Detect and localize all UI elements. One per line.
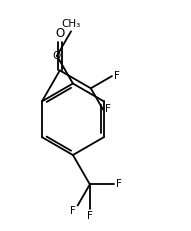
Text: CH₃: CH₃ [61, 18, 81, 28]
Text: F: F [114, 71, 120, 81]
Text: F: F [116, 179, 122, 189]
Text: F: F [105, 104, 111, 115]
Text: F: F [87, 211, 93, 221]
Text: O: O [55, 27, 64, 40]
Text: O: O [53, 51, 61, 61]
Text: F: F [70, 207, 76, 216]
